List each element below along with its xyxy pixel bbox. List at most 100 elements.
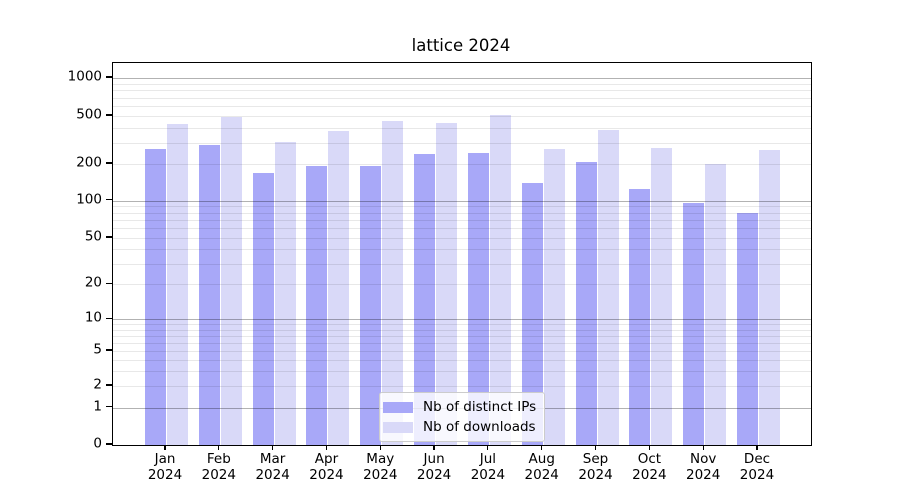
bar-downloads: [543, 148, 565, 445]
legend-swatch: [383, 401, 413, 413]
x-tick-label: Nov 2024: [671, 451, 735, 483]
minor-gridline: [113, 335, 811, 337]
minor-gridline: [113, 359, 811, 361]
y-tick-mark: [106, 443, 112, 445]
x-tick-label: Aug 2024: [510, 451, 574, 483]
x-tick-label: Mar 2024: [241, 451, 305, 483]
x-tick-label: Apr 2024: [294, 451, 358, 483]
minor-gridline: [113, 263, 811, 265]
x-tick-mark: [541, 445, 543, 450]
y-tick-mark: [106, 114, 112, 116]
bar-distinct-ips: [467, 152, 489, 445]
minor-gridline: [113, 142, 811, 144]
x-tick-label-month: Apr: [314, 451, 339, 467]
x-tick-label-year: 2024: [632, 466, 667, 483]
y-tick-mark: [106, 198, 112, 201]
minor-gridline: [113, 83, 811, 85]
bar-downloads: [705, 164, 727, 445]
x-tick-label-year: 2024: [739, 466, 775, 483]
legend: Nb of distinct IPs Nb of downloads: [379, 392, 546, 442]
minor-gridline: [113, 249, 811, 251]
x-tick-mark: [272, 445, 274, 450]
x-tick-label-month: Jun: [423, 451, 445, 467]
minor-gridline: [113, 351, 811, 352]
x-tick-label-month: May: [366, 451, 395, 467]
legend-label: Nb of distinct IPs: [423, 399, 537, 415]
bar-distinct-ips: [414, 153, 436, 445]
x-tick-label: Oct 2024: [617, 451, 681, 483]
y-tick-mark: [106, 317, 112, 319]
minor-gridline: [113, 106, 811, 107]
bar-downloads: [167, 123, 188, 445]
major-gridline: [113, 319, 811, 321]
y-tick-label: 2: [93, 376, 102, 393]
x-tick-label-year: 2024: [255, 466, 290, 483]
bar-distinct-ips: [145, 149, 166, 445]
x-tick-label: Jul 2024: [456, 451, 520, 483]
y-tick-mark: [106, 236, 112, 238]
bar-distinct-ips: [629, 188, 651, 445]
minor-gridline: [113, 386, 811, 387]
bar-distinct-ips: [360, 166, 382, 445]
minor-gridline: [113, 164, 811, 165]
y-tick-mark: [106, 406, 112, 408]
bar-downloads: [651, 148, 673, 445]
x-tick-label-year: 2024: [363, 466, 398, 483]
x-tick-label-month: Aug: [528, 451, 555, 467]
bar-downloads: [220, 117, 242, 445]
bar-downloads: [274, 141, 296, 445]
major-gridline: [113, 78, 811, 79]
x-tick-mark: [218, 445, 220, 450]
minor-gridline: [113, 127, 811, 129]
chart-title: lattice 2024: [411, 36, 511, 55]
x-tick-label: Jan 2024: [133, 451, 197, 483]
x-tick-label: Jun 2024: [402, 451, 466, 483]
y-tick-mark: [106, 282, 112, 284]
bar-distinct-ips: [683, 203, 705, 445]
bar-downloads: [328, 131, 350, 445]
bar-downloads: [758, 150, 780, 445]
minor-gridline: [113, 116, 811, 117]
legend-row: Nb of downloads: [383, 417, 536, 437]
x-tick-label-month: Dec: [743, 451, 771, 467]
x-tick-mark: [379, 445, 381, 450]
y-tick-label: 0: [93, 435, 102, 452]
x-tick-mark: [325, 445, 328, 450]
x-tick-label-month: Sep: [582, 451, 609, 467]
y-tick-mark: [106, 384, 112, 386]
minor-gridline: [113, 284, 811, 286]
x-tick-mark: [487, 445, 489, 450]
x-tick-label-year: 2024: [578, 466, 613, 483]
y-tick-label: 1000: [67, 68, 102, 85]
y-tick-label: 1: [93, 398, 102, 415]
y-tick-label: 50: [84, 228, 102, 245]
minor-gridline: [113, 206, 811, 208]
x-tick-label: Feb 2024: [187, 451, 251, 483]
minor-gridline: [113, 370, 811, 372]
bar-distinct-ips: [521, 182, 543, 445]
minor-gridline: [113, 324, 811, 326]
x-tick-mark: [164, 445, 166, 450]
y-tick-label: 5: [93, 341, 102, 358]
minor-gridline: [113, 228, 811, 230]
minor-gridline: [113, 238, 811, 239]
x-tick-label-month: Jul: [479, 451, 497, 467]
x-tick-label-month: Feb: [206, 451, 231, 467]
x-tick-label: May 2024: [348, 451, 412, 483]
y-tick-mark: [106, 349, 112, 351]
bar-downloads: [489, 114, 511, 445]
minor-gridline: [113, 97, 811, 99]
bar-distinct-ips: [736, 213, 758, 445]
minor-gridline: [113, 219, 811, 221]
x-tick-label-month: Jan: [154, 451, 176, 467]
minor-gridline: [113, 212, 811, 214]
y-tick-label: 500: [76, 106, 102, 123]
x-tick-mark: [433, 445, 435, 450]
x-tick-mark: [756, 445, 758, 450]
major-gridline: [113, 200, 811, 202]
y-tick-label: 100: [76, 191, 102, 207]
minor-gridline: [113, 90, 811, 92]
x-tick-label: Dec 2024: [725, 451, 789, 483]
x-tick-label-year: 2024: [201, 466, 236, 483]
